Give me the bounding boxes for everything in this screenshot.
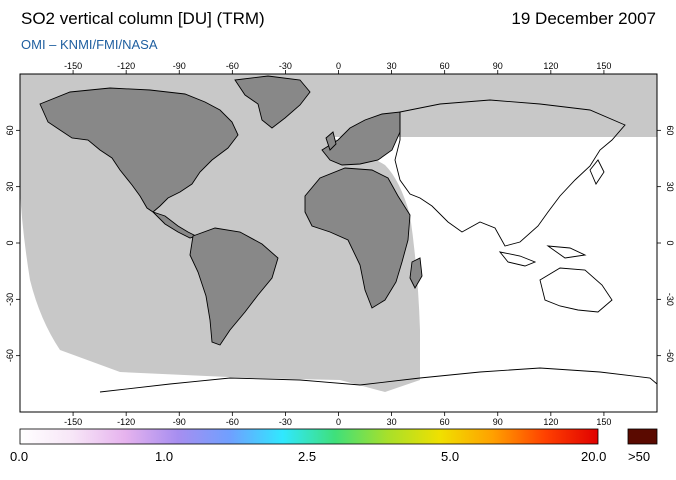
lon-tick-label-top: -90	[173, 61, 186, 71]
lat-tick-label-right: -30	[665, 293, 675, 306]
lat-tick-label-left: 60	[5, 125, 15, 135]
lat-tick-label-right: -60	[665, 349, 675, 362]
lon-tick-label-top: -60	[226, 61, 239, 71]
lon-tick-label-bottom: 30	[387, 417, 397, 427]
lat-tick-label-left: 0	[5, 240, 15, 245]
colorbar-gradient	[19, 428, 599, 445]
lat-tick-label-right: 0	[665, 240, 675, 245]
lon-tick-label-bottom: -90	[173, 417, 186, 427]
lat-tick-label-left: -60	[5, 349, 15, 362]
lon-tick-label-top: -150	[64, 61, 82, 71]
lon-tick-label-top: 90	[493, 61, 503, 71]
lon-tick-label-top: -120	[117, 61, 135, 71]
colorbar-label-3: 5.0	[441, 449, 460, 464]
data-credit: OMI – KNMI/FMI/NASA	[21, 37, 158, 52]
colorbar-over-box	[627, 428, 658, 445]
lon-tick-label-top: 30	[387, 61, 397, 71]
lon-tick-label-bottom: -120	[117, 417, 135, 427]
lat-ticks-left: 60 30 0 -30 -60	[5, 125, 20, 362]
lon-tick-label-top: -30	[279, 61, 292, 71]
lon-tick-label-bottom: -60	[226, 417, 239, 427]
lat-tick-label-left: 30	[5, 182, 15, 192]
map-title: SO2 vertical column [DU] (TRM)	[21, 9, 265, 28]
colorbar	[19, 428, 599, 445]
lon-tick-label-top: 120	[543, 61, 558, 71]
lat-ticks-right: 60 30 0 -30 -60	[657, 125, 675, 362]
lon-tick-label-bottom: -30	[279, 417, 292, 427]
lon-ticks-bottom: -150 -120 -90 -60 -30 0 30 60 90 120 150	[64, 412, 611, 427]
colorbar-label-4: 20.0	[581, 449, 607, 464]
lat-tick-label-left: -30	[5, 293, 15, 306]
colorbar-label-0: 0.0	[10, 449, 29, 464]
lon-tick-label-bottom: 0	[336, 417, 341, 427]
map-date: 19 December 2007	[511, 9, 656, 28]
lon-tick-label-top: 60	[440, 61, 450, 71]
lon-tick-label-bottom: 60	[440, 417, 450, 427]
lon-tick-label-bottom: 150	[596, 417, 611, 427]
lat-tick-label-right: 60	[665, 125, 675, 135]
lon-tick-label-top: 150	[596, 61, 611, 71]
lat-tick-label-right: 30	[665, 182, 675, 192]
lon-ticks-top: -150 -120 -90 -60 -30 0 30 60 90 120 150	[64, 61, 611, 74]
lon-tick-label-bottom: 90	[493, 417, 503, 427]
land	[39, 75, 658, 393]
colorbar-over-label: >50	[628, 449, 651, 464]
lon-tick-label-bottom: -150	[64, 417, 82, 427]
colorbar-label-2: 2.5	[298, 449, 317, 464]
lon-tick-label-top: 0	[336, 61, 341, 71]
colorbar-label-1: 1.0	[155, 449, 174, 464]
lon-tick-label-bottom: 120	[543, 417, 558, 427]
